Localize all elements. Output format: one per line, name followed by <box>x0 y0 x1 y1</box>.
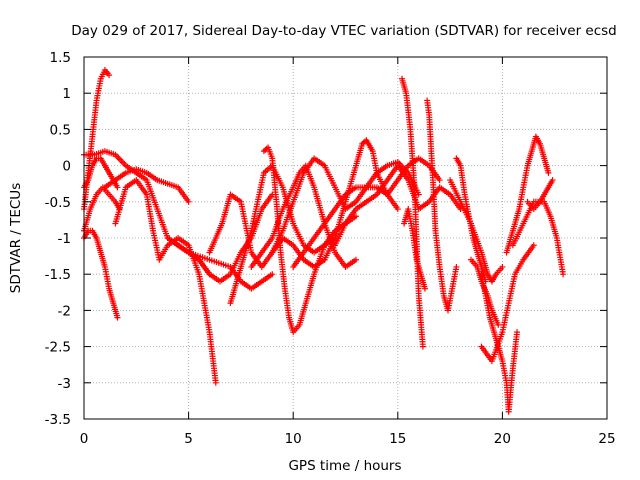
y-tick-label: 1 <box>62 86 71 102</box>
y-tick-labels: -3.5 -3 -2.5 -2 -1.5 -1 -0.5 0 0.5 1 1.5 <box>45 50 71 428</box>
series-arc-5 <box>81 148 213 278</box>
data-point <box>352 213 359 220</box>
data-point <box>394 206 401 213</box>
x-tick-label: 10 <box>285 431 302 447</box>
series-arc-26 <box>503 133 552 256</box>
data-points <box>81 67 567 415</box>
series-arc-22 <box>453 155 489 285</box>
y-tick-label: -3.5 <box>45 412 71 428</box>
y-tick-label: 0.5 <box>50 122 71 138</box>
series-arc-18 <box>398 75 426 350</box>
data-point <box>495 321 502 328</box>
data-point <box>549 177 556 184</box>
y-tick-label: 1.5 <box>50 50 71 66</box>
y-tick-label: -1.5 <box>45 267 71 283</box>
y-tick-label: -1 <box>58 231 71 247</box>
data-point <box>436 177 443 184</box>
data-point <box>499 263 506 270</box>
series-arc-23 <box>468 256 502 328</box>
y-tick-label: -3 <box>58 376 71 392</box>
series-arc-7 <box>112 177 219 386</box>
y-axis-label: SDTVAR / TECUs <box>8 183 24 293</box>
data-point <box>185 198 192 205</box>
data-point <box>421 285 428 292</box>
data-point <box>352 256 359 263</box>
data-point <box>269 271 276 278</box>
axis-ticks <box>83 56 608 420</box>
chart-title: Day 029 of 2017, Sidereal Day-to-day VTE… <box>71 23 617 39</box>
series-arc-6 <box>101 166 192 205</box>
data-point <box>114 184 121 191</box>
data-point <box>114 314 121 321</box>
series-arc-25 <box>478 242 537 365</box>
x-tick-label: 25 <box>598 431 615 447</box>
x-tick-label: 0 <box>80 431 89 447</box>
series-arc-2 <box>81 155 121 191</box>
x-tick-label: 20 <box>494 431 511 447</box>
data-point <box>453 263 460 270</box>
series-arc-13 <box>248 162 359 270</box>
y-tick-label: 0 <box>62 159 71 175</box>
series-arc-3 <box>81 184 123 234</box>
series-arc-28 <box>524 177 556 213</box>
y-tick-label: -0.5 <box>45 195 71 211</box>
data-point <box>514 329 521 336</box>
data-point <box>419 343 426 350</box>
data-point <box>212 379 219 386</box>
x-tick-label: 5 <box>184 431 193 447</box>
series-arc-20 <box>424 97 460 314</box>
data-point <box>545 169 552 176</box>
data-point <box>106 72 113 79</box>
x-axis-label: GPS time / hours <box>288 458 401 474</box>
y-tick-label: -2 <box>58 303 71 319</box>
x-tick-label: 15 <box>389 431 406 447</box>
data-point <box>560 271 567 278</box>
data-point <box>530 242 537 249</box>
series-arc-19 <box>401 206 428 292</box>
y-tick-label: -2.5 <box>45 340 71 356</box>
x-tick-labels: 0 5 10 15 20 25 <box>80 431 616 447</box>
series-arc-14 <box>269 155 422 256</box>
series-arc-12 <box>260 144 359 336</box>
grid-lines <box>84 57 607 419</box>
